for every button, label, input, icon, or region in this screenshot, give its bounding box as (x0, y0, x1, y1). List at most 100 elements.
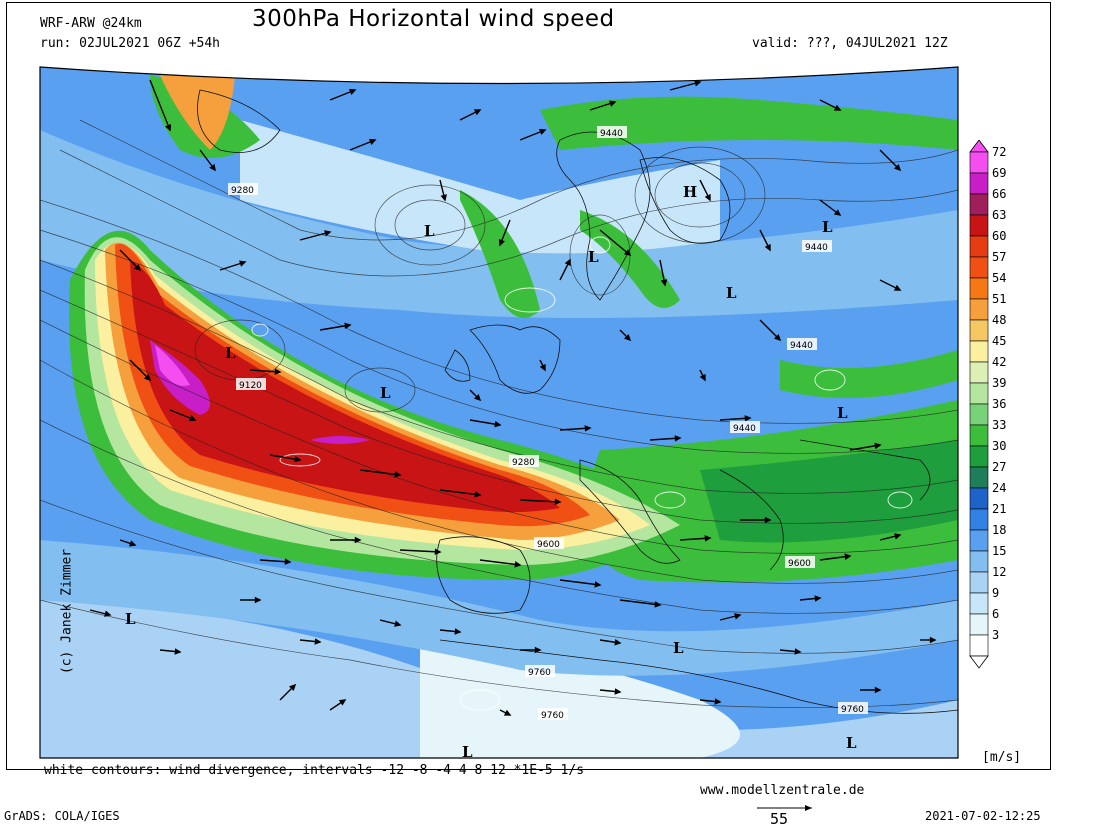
wind-arrow (559, 579, 601, 586)
colorbar-swatch (969, 193, 989, 216)
reference-vector-arrowhead (805, 805, 812, 811)
wind-arrowhead (348, 88, 357, 95)
wind-arrowhead (893, 163, 902, 172)
colorbar-swatch (969, 235, 989, 258)
colorbar-level-label: 60 (992, 229, 1006, 243)
colorbar-swatch (969, 256, 989, 279)
colorbar-level-label: 9 (992, 586, 999, 600)
software-credit: GrADS: COLA/IGES (4, 809, 120, 823)
svg-text:9440: 9440 (600, 129, 623, 139)
contour-label: 9120 (236, 378, 266, 391)
colorbar-swatch (969, 634, 989, 657)
colorbar-swatch (969, 571, 989, 594)
wind-arrowhead (143, 373, 152, 382)
colorbar-level-label: 3 (992, 628, 999, 642)
timestamp: 2021-07-02-12:25 (925, 809, 1041, 823)
wind-arrowhead (874, 686, 882, 694)
low-pressure-marker: L (225, 344, 236, 362)
svg-text:9760: 9760 (541, 711, 564, 721)
wind-arrowhead (699, 373, 706, 382)
pressure-centers: H L L L L L L L L L L L (125, 183, 857, 761)
wind-arrowhead (874, 442, 882, 450)
wind-arrowhead (254, 596, 262, 604)
colorbar-units: [m/s] (982, 750, 1022, 765)
colorbar-top-triangle (969, 140, 989, 153)
svg-text:9440: 9440 (733, 424, 756, 434)
colorbar-swatch (969, 445, 989, 468)
colorbar-swatch (969, 340, 989, 363)
wind-arrowhead (440, 194, 447, 202)
wind-speed-field (40, 67, 958, 758)
wind-arrowhead (794, 648, 802, 655)
wind-arrowhead (133, 263, 142, 272)
colorbar-level-label: 30 (992, 439, 1006, 453)
run-label: run: 02JUL2021 06Z +54h (40, 36, 221, 51)
colorbar-level-label: 18 (992, 523, 1006, 537)
colorbar-swatch (969, 592, 989, 615)
wind-arrowhead (704, 535, 712, 542)
map-border (39, 66, 959, 759)
wind-arrowhead (209, 163, 216, 172)
colorbar-swatch (969, 214, 989, 237)
wind-arrow (439, 489, 481, 496)
wind-arrowhead (539, 363, 546, 372)
colorbar-level-label: 24 (992, 481, 1006, 495)
wind-arrowhead (554, 498, 562, 506)
wind-arrowhead (764, 516, 772, 524)
wind-vectors (89, 67, 937, 716)
wind-arrowhead (354, 536, 362, 544)
low-pressure-marker: L (125, 610, 136, 628)
wind-arrow (739, 67, 771, 71)
colorbar-swatch (969, 508, 989, 531)
contour-label: 9280 (228, 183, 258, 196)
wind-arrowhead (534, 646, 542, 654)
svg-text:9120: 9120 (239, 381, 262, 391)
wind-arrow (599, 229, 631, 256)
wind-arrowhead (814, 595, 822, 602)
low-pressure-marker: L (588, 248, 599, 266)
wind-arrowhead (584, 425, 592, 432)
wind-arrowhead (324, 230, 332, 237)
wind-arrowhead (614, 638, 622, 646)
wind-arrowhead (188, 415, 197, 422)
colorbar-swatch (969, 298, 989, 321)
colorbar-level-label: 66 (992, 187, 1006, 201)
low-pressure-marker: L (380, 384, 391, 402)
colorbar-swatch (969, 424, 989, 447)
wind-arrowhead (394, 620, 402, 627)
website-link[interactable]: www.modellzentrale.de (700, 783, 865, 798)
divergence-note: white contours: wind divergence, interva… (44, 763, 585, 778)
wind-arrowhead (609, 100, 617, 107)
colorbar-swatch (969, 319, 989, 342)
low-pressure-marker: L (462, 743, 473, 761)
colorbar-level-label: 27 (992, 460, 1006, 474)
contour-label: 9440 (787, 338, 817, 351)
colorbar-level-label: 57 (992, 250, 1006, 264)
colorbar-level-label: 39 (992, 376, 1006, 390)
wind-arrowhead (294, 455, 302, 463)
wind-arrowhead (514, 561, 522, 568)
wind-arrowhead (174, 648, 182, 655)
wind-arrowhead (473, 109, 482, 116)
wind-arrowhead (594, 581, 602, 588)
contour-label: 9760 (838, 702, 868, 715)
wind-arrowhead (104, 610, 112, 617)
wind-arrowhead (129, 540, 137, 547)
wind-arrowhead (165, 123, 172, 132)
colorbar-level-label: 42 (992, 355, 1006, 369)
colorbar-swatch (969, 403, 989, 426)
colorbar-swatch (969, 529, 989, 552)
colorbar-level-label: 6 (992, 607, 999, 621)
wind-arrow (149, 79, 171, 131)
wind-arrow (519, 499, 561, 503)
wind-arrowhead (538, 128, 547, 135)
wind-arrowhead (704, 193, 711, 202)
low-pressure-marker: L (673, 639, 684, 657)
colorbar-level-label: 33 (992, 418, 1006, 432)
valid-time-label: valid: ???, 04JUL2021 12Z (752, 36, 948, 51)
wind-arrowhead (314, 638, 322, 645)
wind-arrowhead (694, 80, 702, 87)
wind-arrowhead (714, 698, 722, 705)
wind-arrowhead (454, 628, 462, 635)
copyright-label: (c) Janek Zimmer (59, 548, 75, 675)
